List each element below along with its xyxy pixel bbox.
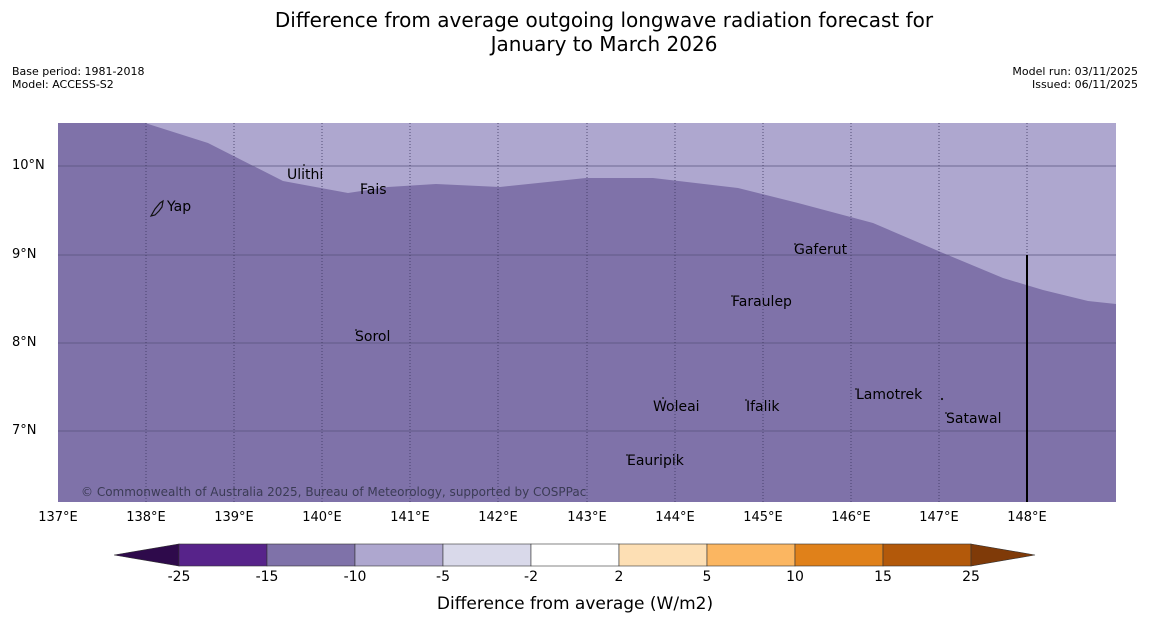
- yap-island-shape: [149, 199, 164, 217]
- place-sorol: Sorol: [355, 329, 391, 345]
- colorbar-bin-4: [442, 543, 532, 567]
- colorbar-bin-1: [178, 543, 268, 567]
- lat-label-10n: 10°N: [12, 158, 45, 173]
- colorbar-bin-5: [530, 543, 620, 567]
- place-fais: Fais: [360, 182, 387, 198]
- colorbar-tick: 2: [614, 569, 624, 585]
- place-eauripik: Eauripik: [627, 453, 684, 469]
- issued-date: Issued: 06/11/2025: [1031, 78, 1138, 91]
- map-panel: Yap Ulithi Fais Gaferut Faraulep Sorol W…: [58, 123, 1116, 502]
- colorbar-tick: -25: [167, 569, 191, 585]
- lon-label-143e: 143°E: [567, 510, 607, 525]
- colorbar-tick: -2: [524, 569, 538, 585]
- lat-label-7n: 7°N: [12, 423, 37, 438]
- colorbar-bin-6: [618, 543, 708, 567]
- lon-label-142e: 142°E: [478, 510, 518, 525]
- meta-left: Base period: 1981-2018 Model: ACCESS-S2: [12, 65, 144, 91]
- place-woleai: Woleai: [653, 399, 700, 415]
- place-gaferut: Gaferut: [794, 242, 848, 258]
- lon-label-148e: 148°E: [1007, 510, 1047, 525]
- title-line-2: January to March 2026: [490, 32, 718, 56]
- colorbar-arrow-high: [970, 543, 1036, 567]
- colorbar-label: Difference from average (W/m2): [436, 594, 714, 614]
- place-satawal: Satawal: [946, 411, 1002, 427]
- lon-label-140e: 140°E: [302, 510, 342, 525]
- colorbar-arrow-low: [114, 543, 180, 567]
- copyright-notice: © Commonwealth of Australia 2025, Bureau…: [81, 485, 587, 499]
- colorbar-tick: 15: [874, 569, 892, 585]
- place-ifalik: Ifalik: [746, 399, 780, 415]
- colorbar-tick: 5: [702, 569, 712, 585]
- lon-label-145e: 145°E: [743, 510, 783, 525]
- lon-label-137e: 137°E: [38, 510, 78, 525]
- colorbar-tick: -15: [255, 569, 279, 585]
- model-run: Model run: 03/11/2025: [1012, 65, 1138, 78]
- chart-title: Difference from average outgoing longwav…: [0, 8, 1150, 56]
- meta-right: Model run: 03/11/2025 Issued: 06/11/2025: [1012, 65, 1138, 91]
- lon-gridlines: [145, 123, 1028, 502]
- map-canvas: [58, 123, 1116, 502]
- lon-label-146e: 146°E: [831, 510, 871, 525]
- colorbar-bin-9: [882, 543, 972, 567]
- colorbar: [114, 543, 1036, 567]
- colorbar-tick: -10: [343, 569, 367, 585]
- lon-label-147e: 147°E: [919, 510, 959, 525]
- colorbar-tick: -5: [436, 569, 450, 585]
- lon-label-144e: 144°E: [655, 510, 695, 525]
- colorbar-tick: 25: [962, 569, 980, 585]
- colorbar-tick: 10: [786, 569, 804, 585]
- lat-label-8n: 8°N: [12, 335, 37, 350]
- lon-label-138e: 138°E: [126, 510, 166, 525]
- place-faraulep: Faraulep: [732, 294, 792, 310]
- colorbar-bin-2: [266, 543, 356, 567]
- base-period: Base period: 1981-2018: [12, 65, 145, 78]
- place-ulithi: Ulithi: [287, 167, 324, 183]
- title-line-1: Difference from average outgoing longwav…: [274, 8, 934, 32]
- place-lamotrek: Lamotrek: [856, 387, 923, 403]
- place-yap: Yap: [167, 199, 192, 215]
- lon-label-141e: 141°E: [390, 510, 430, 525]
- lon-label-139e: 139°E: [214, 510, 254, 525]
- colorbar-bin-3: [354, 543, 444, 567]
- colorbar-bin-7: [706, 543, 796, 567]
- lat-label-9n: 9°N: [12, 247, 37, 262]
- model-name: Model: ACCESS-S2: [12, 78, 114, 91]
- colorbar-bin-8: [794, 543, 884, 567]
- island-dots: [303, 164, 947, 456]
